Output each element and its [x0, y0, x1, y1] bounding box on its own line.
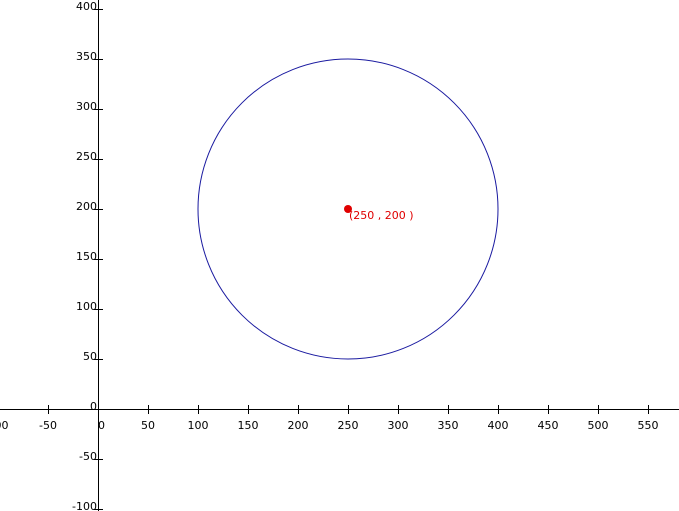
x-tick-label: 250	[338, 419, 359, 432]
circle	[197, 58, 499, 360]
x-tick-label: 100	[0, 419, 9, 432]
x-tick-label: 50	[141, 419, 155, 432]
center-point-label: (250 , 200 )	[349, 209, 414, 222]
y-tick-label: -100	[72, 500, 97, 511]
center-point	[344, 205, 352, 213]
x-tick-label: 150	[238, 419, 259, 432]
x-tick-label: 400	[488, 419, 509, 432]
x-tick-label: 450	[538, 419, 559, 432]
x-tick-label: 300	[388, 419, 409, 432]
y-tick-label: 250	[76, 150, 97, 163]
y-tick-label: 300	[76, 100, 97, 113]
x-tick-label: -50	[39, 419, 57, 432]
y-tick-label: 0	[90, 400, 97, 413]
x-tick-label: 100	[188, 419, 209, 432]
y-tick-label: 150	[76, 250, 97, 263]
x-tick-label: 350	[438, 419, 459, 432]
y-tick-label: 400	[76, 0, 97, 13]
x-tick-label: 550	[638, 419, 659, 432]
y-tick-label: 350	[76, 50, 97, 63]
x-tick-label: 500	[588, 419, 609, 432]
x-tick-label: 0	[98, 419, 105, 432]
y-tick-label: -50	[79, 450, 97, 463]
x-tick-label: 200	[288, 419, 309, 432]
x-ticks: 100 -50 0 50 100 150 200 250 300 350 400 450 500 550	[0, 405, 659, 432]
y-tick-label: 100	[76, 300, 97, 313]
y-ticks: 400 350 300 250 200 150 100 50 0 -50 -100	[72, 0, 103, 511]
y-tick-label: 50	[83, 350, 97, 363]
y-tick-label: 200	[76, 200, 97, 213]
